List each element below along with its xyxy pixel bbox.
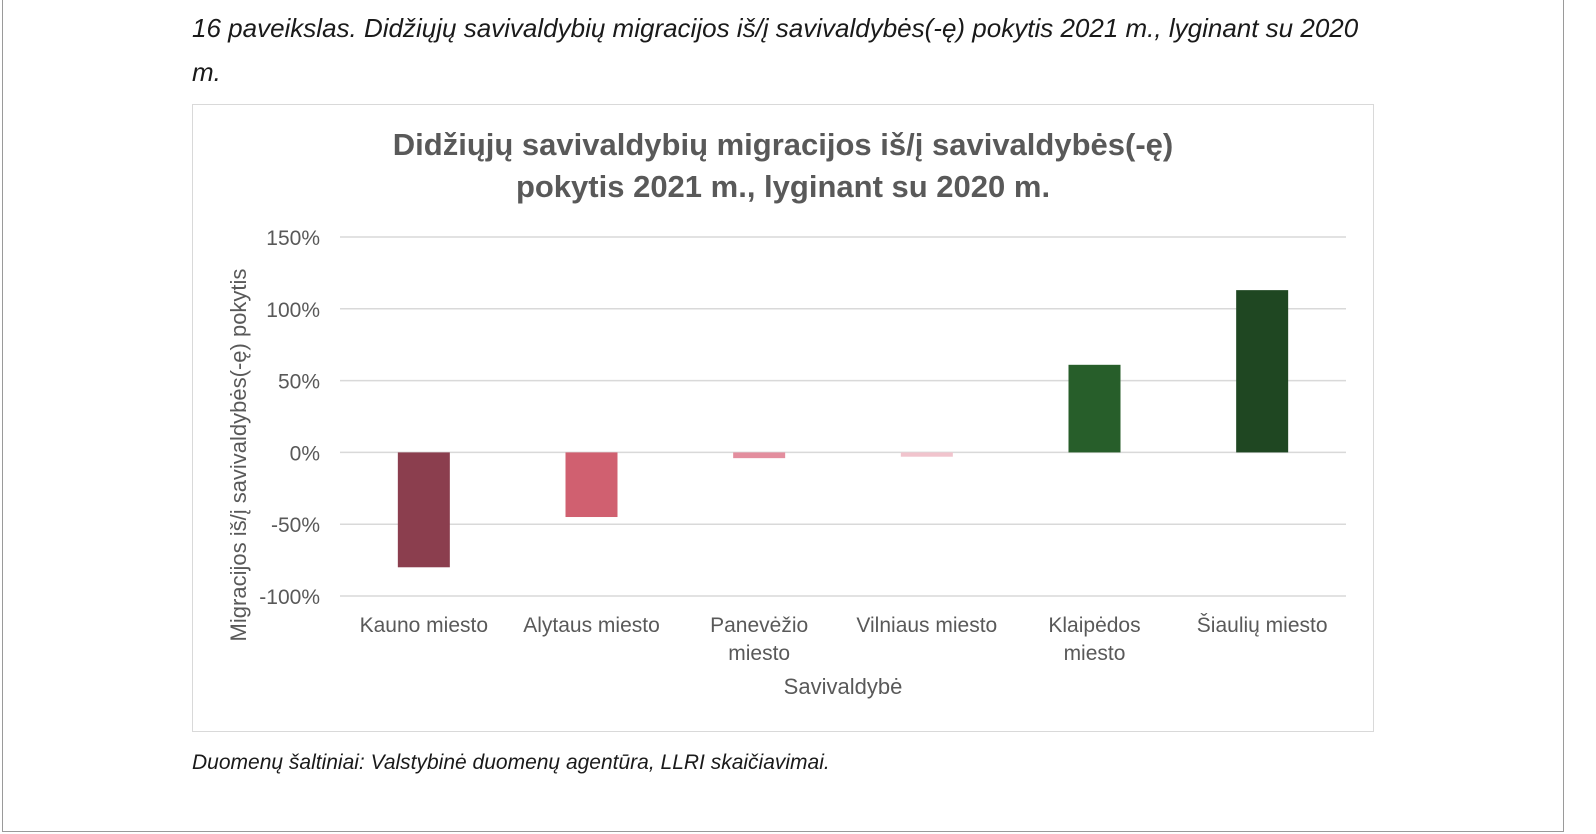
y-tick-label: 150% xyxy=(266,227,320,250)
chart-title: Didžiųjų savivaldybių migracijos iš/į sa… xyxy=(192,124,1374,208)
y-tick-label: 50% xyxy=(278,371,320,394)
x-tick-label: Šiaulių miesto xyxy=(1197,614,1328,637)
x-tick-label: Panevėžio miesto xyxy=(710,614,808,665)
bar xyxy=(900,452,953,457)
x-axis-label: Savivaldybė xyxy=(783,674,903,699)
figure-caption: 16 paveikslas. Didžiųjų savivaldybių mig… xyxy=(192,13,1359,87)
page-border xyxy=(2,0,1564,832)
bar xyxy=(565,452,618,518)
bar xyxy=(397,452,450,568)
chart-title-line-2: pokytis 2021 m., lyginant su 2020 m. xyxy=(515,169,1051,204)
x-tick-label: Kauno miesto xyxy=(360,614,488,637)
x-tick-label: Vilniaus miesto xyxy=(856,614,997,637)
chart-frame xyxy=(192,104,1374,732)
y-axis-label: Migracijos iš/į savivaldybės(-ę) pokytis xyxy=(226,268,251,642)
y-tick-label: 100% xyxy=(266,299,320,322)
bar xyxy=(1068,364,1121,453)
chart-title-line-1: Didžiųjų savivaldybių migracijos iš/į sa… xyxy=(392,127,1174,162)
x-tick-label: Klaipėdos miesto xyxy=(1048,614,1140,665)
x-tick-label: Alytaus miesto xyxy=(523,614,660,637)
bar xyxy=(733,452,786,459)
y-tick-label: -50% xyxy=(271,514,320,537)
y-tick-label: -100% xyxy=(259,586,320,609)
y-tick-label: 0% xyxy=(290,442,320,465)
bar xyxy=(1236,290,1289,453)
source-note: Duomenų šaltiniai: Valstybinė duomenų ag… xyxy=(192,751,830,774)
